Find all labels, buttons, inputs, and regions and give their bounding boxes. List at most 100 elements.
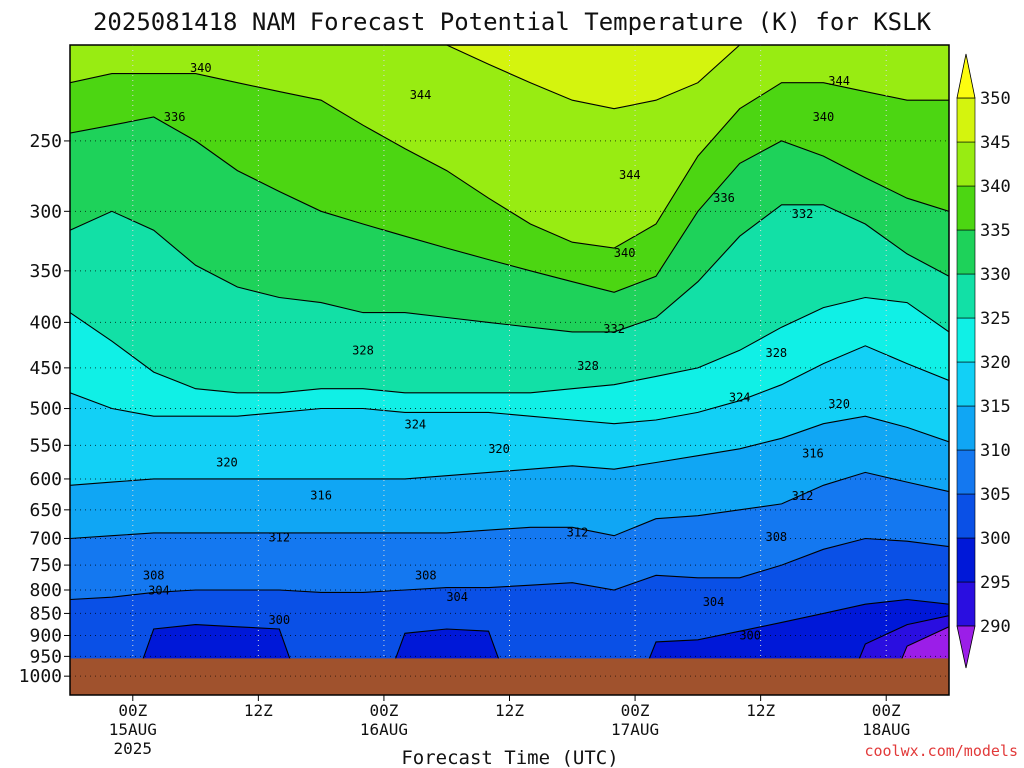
contour-label-336: 336	[713, 191, 735, 205]
contour-label-344: 344	[410, 88, 432, 102]
y-tick-label-250: 250	[29, 131, 62, 152]
colorbar-band-330	[956, 229, 976, 275]
y-tick-label-750: 750	[29, 555, 62, 576]
colorbar-bottom-arrow	[956, 625, 976, 669]
contour-label-312: 312	[268, 530, 290, 544]
x-tick-label-72: 00Z	[872, 701, 901, 720]
colorbar-label-310: 310	[980, 441, 1011, 461]
ground-below-surface	[70, 658, 949, 695]
y-tick-label-650: 650	[29, 500, 62, 521]
colorbar-label-295: 295	[980, 573, 1011, 593]
colorbar-label-315: 315	[980, 397, 1011, 417]
colorbar-band-345	[956, 97, 976, 143]
x-tick-year-0: 2025	[114, 739, 153, 758]
colorbar-top-arrow	[956, 53, 976, 99]
contour-label-316: 316	[802, 447, 824, 461]
contour-labels: 340 344 344 336 340 344 336 332 340 332 328 328 328 3…	[143, 61, 850, 642]
colorbar-label-330: 330	[980, 265, 1011, 285]
grid-lines	[70, 45, 949, 695]
contour-label-308: 308	[415, 568, 437, 582]
x-tick-label-60: 12Z	[746, 701, 775, 720]
isentrope-310	[70, 471, 949, 540]
y-tick-label-600: 600	[29, 469, 62, 490]
contour-label-332: 332	[603, 322, 625, 336]
y-tick-label-1000: 1000	[19, 666, 62, 687]
isentrope-lines	[70, 45, 949, 695]
contour-label-320: 320	[828, 397, 850, 411]
y-tick-label-700: 700	[29, 528, 62, 549]
contour-label-304: 304	[148, 583, 170, 597]
colorbar-band-340	[956, 141, 976, 187]
x-tick-date-48: 17AUG	[611, 720, 659, 739]
colorbar-band-295	[956, 537, 976, 583]
isentrope-345	[444, 45, 743, 110]
contour-label-340: 340	[813, 110, 835, 124]
colorbar-band-290	[956, 581, 976, 627]
colorbar-band-335	[956, 185, 976, 231]
colorbar-label-290: 290	[980, 617, 1011, 637]
plot-area: 340 344 344 336 340 344 336 332 340 332 328 328 328 3…	[70, 45, 949, 695]
y-tick-label-400: 400	[29, 312, 62, 333]
band-above-340	[70, 45, 949, 249]
contour-label-324: 324	[729, 391, 751, 405]
chart-title: 2025081418 NAM Forecast Potential Temper…	[93, 8, 932, 36]
x-tick-date-72: 18AUG	[862, 720, 910, 739]
contour-label-304: 304	[703, 595, 725, 609]
colorbar-band-305	[956, 449, 976, 495]
colorbar-label-300: 300	[980, 529, 1011, 549]
y-tick-label-500: 500	[29, 399, 62, 420]
colorbar-label-305: 305	[980, 485, 1011, 505]
contour-label-340: 340	[190, 61, 212, 75]
contour-label-324: 324	[404, 417, 426, 431]
y-tick-label-800: 800	[29, 580, 62, 601]
contour-label-308: 308	[143, 568, 165, 582]
contour-label-312: 312	[567, 525, 589, 539]
colorbar-band-320	[956, 317, 976, 363]
x-tick-date-0: 15AUG	[109, 720, 157, 739]
isentrope-325	[70, 296, 949, 394]
contour-label-300: 300	[739, 628, 761, 642]
contour-label-320: 320	[488, 442, 510, 456]
y-tick-label-850: 850	[29, 603, 62, 624]
x-tick-label-12: 12Z	[244, 701, 273, 720]
colorbar-label-335: 335	[980, 221, 1011, 241]
y-tick-label-950: 950	[29, 646, 62, 667]
contour-label-300: 300	[268, 613, 290, 627]
contour-label-308: 308	[765, 530, 787, 544]
contour-label-316: 316	[310, 488, 332, 502]
colorbar: 290 295 300 305 310 315 320 325 330 335 340 345 350	[956, 53, 1011, 669]
colorbar-label-345: 345	[980, 133, 1011, 153]
isentrope-320	[70, 345, 949, 425]
contour-label-332: 332	[792, 207, 814, 221]
x-axis-label: Forecast Time (UTC)	[401, 747, 618, 768]
colorbar-label-320: 320	[980, 353, 1011, 373]
x-tick-label-24: 00Z	[369, 701, 398, 720]
contour-label-312: 312	[792, 489, 814, 503]
colorbar-band-325	[956, 273, 976, 319]
y-tick-label-450: 450	[29, 358, 62, 379]
colorbar-label-325: 325	[980, 309, 1011, 329]
colorbar-band-300	[956, 493, 976, 539]
isentrope-340	[70, 73, 949, 249]
band-above-345	[446, 45, 740, 109]
x-tick-date-24: 16AUG	[360, 720, 408, 739]
contour-label-320: 320	[216, 456, 238, 470]
x-tick-label-36: 12Z	[495, 701, 524, 720]
y-tick-label-550: 550	[29, 435, 62, 456]
x-tick-label-0: 00Z	[118, 701, 147, 720]
contour-label-340: 340	[614, 246, 636, 260]
contour-label-328: 328	[352, 343, 374, 357]
ground-rect	[70, 658, 949, 695]
contour-label-328: 328	[577, 359, 599, 373]
y-tick-label-300: 300	[29, 201, 62, 222]
colorbar-label-350: 350	[980, 89, 1011, 109]
colorbar-label-340: 340	[980, 177, 1011, 197]
contour-label-328: 328	[765, 346, 787, 360]
isentrope-305	[70, 537, 949, 601]
credit-text[interactable]: coolwx.com/models	[864, 742, 1018, 760]
y-tick-label-350: 350	[29, 261, 62, 282]
contour-label-344: 344	[828, 74, 850, 88]
